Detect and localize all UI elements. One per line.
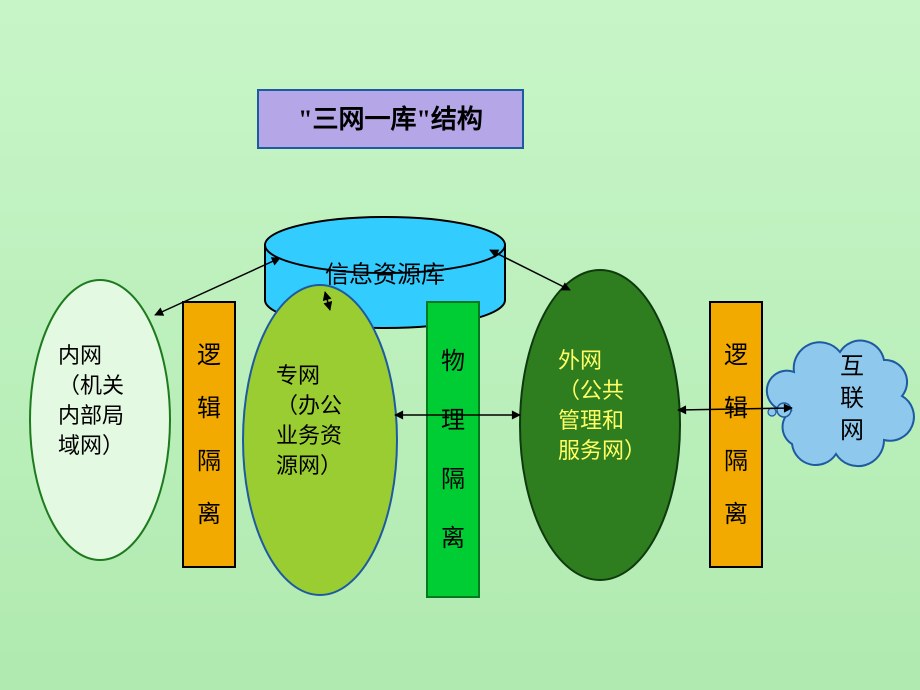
rect-logic1-char2: 隔	[197, 449, 221, 475]
cloud-internet: 互联网	[767, 341, 914, 467]
diagram-canvas: "三网一库"结构信息资源库内网 （机关内部局域网） 专网 （办公业务资源网） 外网 （公共…	[0, 0, 920, 690]
title-box: "三网一库"结构	[258, 90, 523, 148]
ellipse-intranet-line0: 内网	[58, 343, 102, 368]
ellipse-extranet-line3: 服务网）	[558, 438, 646, 463]
title-text: "三网一库"结构	[298, 105, 483, 134]
ellipse-extranet-line1: （公共	[558, 378, 624, 403]
ellipse-intranet-line3: 域网）	[58, 433, 124, 458]
cylinder-label: 信息资源库	[325, 262, 445, 289]
rect-physical-char3: 离	[441, 525, 465, 552]
rect-logic1-char1: 辑	[197, 395, 221, 422]
rect-logic2-char2: 隔	[724, 449, 748, 475]
ellipse-extranet: 外网 （公共管理和服务网）	[520, 270, 680, 580]
rect-logic1: 逻辑隔离	[183, 302, 235, 567]
cloud-char1: 联	[840, 385, 864, 412]
ellipse-private-line1: （办公	[276, 393, 342, 418]
ellipse-intranet-line2: 内部局	[58, 403, 124, 428]
ellipse-extranet-line2: 管理和	[558, 408, 624, 433]
rect-logic1-char3: 离	[197, 501, 221, 528]
cloud-char0: 互	[840, 354, 864, 380]
ellipse-intranet-line1: （机关	[58, 373, 124, 398]
cloud-char2: 网	[840, 418, 864, 444]
ellipse-private-line3: 源网）	[276, 453, 342, 478]
rect-physical-char2: 隔	[441, 467, 465, 493]
rect-physical-char0: 物	[441, 348, 465, 375]
ellipse-intranet: 内网 （机关内部局域网）	[30, 280, 170, 560]
rect-logic2: 逻辑隔离	[710, 302, 762, 567]
ellipse-private: 专网 （办公业务资源网）	[243, 285, 397, 595]
ellipse-extranet-line0: 外网	[558, 348, 602, 373]
rect-logic1-char0: 逻	[197, 343, 221, 369]
rect-logic2-char3: 离	[724, 501, 748, 528]
rect-physical-char1: 理	[441, 408, 465, 434]
ellipse-private-line2: 业务资	[276, 423, 342, 448]
rect-logic2-char0: 逻	[724, 343, 748, 369]
rect-physical: 物理隔离	[427, 302, 479, 597]
ellipse-private-line0: 专网	[276, 363, 320, 388]
